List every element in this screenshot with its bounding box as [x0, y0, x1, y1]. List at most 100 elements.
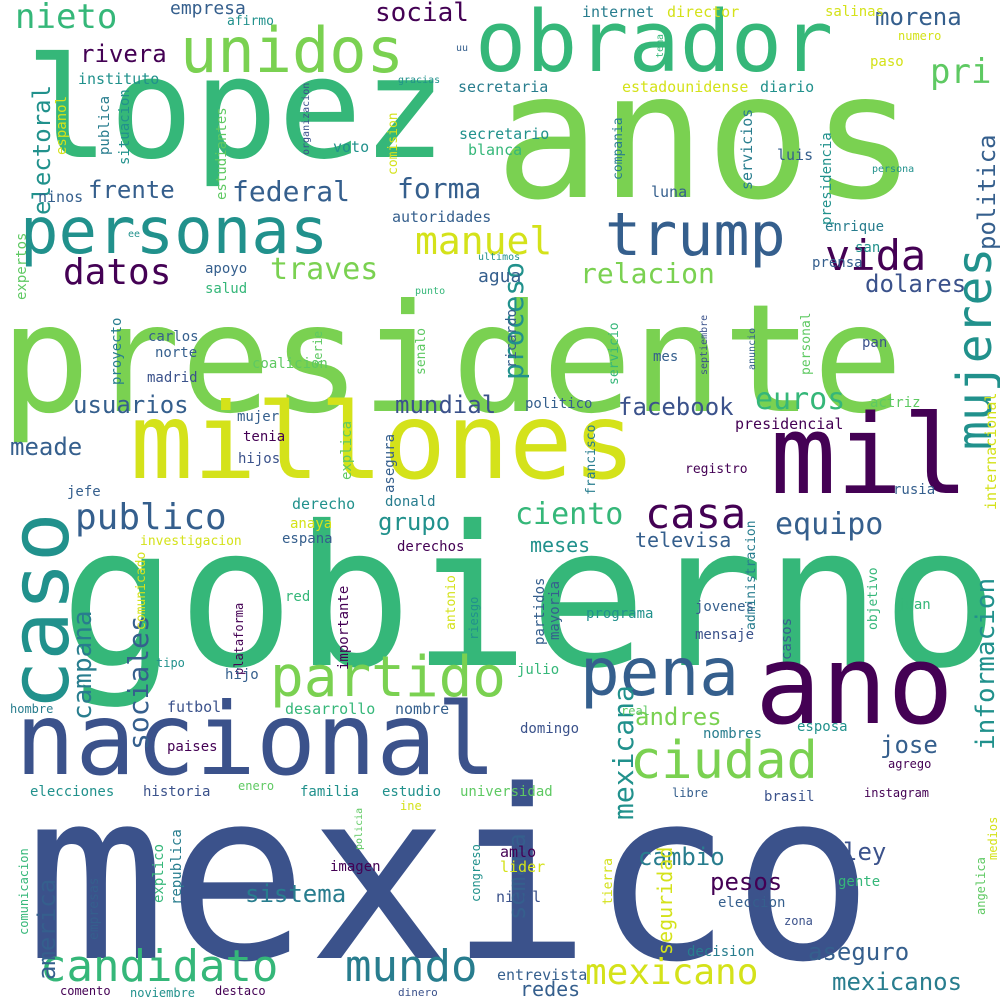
word-vida: vida	[825, 231, 927, 280]
word-blanca: blanca	[468, 141, 523, 159]
word-personas: personas	[20, 195, 329, 269]
word-comento: comento	[60, 984, 111, 998]
word-estudiantes: estudiantes	[214, 107, 230, 200]
word-agua: agua	[478, 266, 522, 287]
word-numero: numero	[898, 29, 942, 43]
word-mayoria: mayoria	[547, 580, 563, 640]
word-voto: voto	[333, 138, 370, 156]
word-apoyo: apoyo	[205, 261, 248, 277]
word-pri: pri	[930, 52, 992, 92]
word-espanol: espanol	[54, 95, 70, 155]
word-jose: jose	[880, 731, 938, 759]
word-coalicion: coalicion	[252, 356, 328, 372]
word-tema: tema	[655, 33, 666, 58]
word-san: san	[855, 240, 881, 256]
word-casa: casa	[645, 489, 747, 538]
word-persona: persona	[872, 164, 915, 175]
word-secretaria: secretaria	[458, 78, 549, 96]
word-empresas: empresas	[87, 877, 102, 940]
word-publica: publica	[97, 95, 113, 155]
word-norte: norte	[155, 345, 198, 361]
word-sociales: sociales	[122, 615, 155, 750]
word-dinero: dinero	[398, 986, 438, 999]
word-casos: casos	[779, 617, 795, 660]
word-carlos: carlos	[148, 329, 199, 345]
word-proyecto: proyecto	[109, 317, 125, 385]
word-trump: trump	[605, 200, 786, 270]
word-serie: serie	[311, 330, 325, 367]
word-ultimos: ultimos	[478, 252, 521, 263]
word-programa: programa	[586, 606, 654, 622]
word-anos: anos	[495, 36, 917, 239]
word-nacional: nacional	[15, 681, 497, 798]
word-rusia: rusia	[893, 482, 936, 498]
word-futbol: futbol	[167, 698, 222, 716]
word-real: real	[621, 704, 650, 718]
word-secretario: secretario	[459, 125, 550, 143]
word-comunicacion: comunicacion	[17, 848, 31, 935]
word-informacion: informacion	[971, 577, 1000, 750]
word-meses: meses	[530, 533, 591, 557]
word-explica: explica	[339, 420, 355, 480]
word-investigacion: investigacion	[140, 534, 242, 549]
word-riesgo: riesgo	[467, 596, 481, 640]
word-pesos: pesos	[710, 868, 783, 896]
word-enero: enero	[238, 779, 275, 793]
word-seguridad: seguridad	[653, 846, 677, 955]
word-situacion: situacion	[117, 89, 133, 165]
word-familia: familia	[300, 784, 360, 800]
word-partido: partido	[270, 645, 507, 710]
word-mexico: mexico	[25, 741, 874, 1000]
word-luna: luna	[651, 183, 688, 201]
word-desarrollo: desarrollo	[285, 700, 376, 718]
word-internacional: internacional	[982, 392, 1000, 510]
word-esposa: esposa	[797, 719, 848, 735]
word-pena: pena	[580, 634, 739, 711]
word-publico: publico	[75, 497, 227, 538]
word-instituto: instituto	[78, 70, 160, 88]
word-congreso: congreso	[469, 844, 483, 902]
word-entrevista: entrevista	[497, 966, 588, 984]
word-compania: compania	[611, 117, 626, 180]
word-medios: medios	[986, 816, 1000, 860]
word-equipo: equipo	[775, 507, 884, 542]
word-domingo: domingo	[520, 721, 580, 737]
word-mundial: mundial	[395, 391, 497, 419]
word-rivera: rivera	[80, 40, 167, 68]
word-zona: zona	[784, 914, 813, 928]
word-republica: republica	[169, 829, 185, 905]
word-salinas: salinas	[825, 4, 885, 20]
word-mexicanos: mexicanos	[832, 968, 963, 996]
word-punto: punto	[415, 286, 446, 297]
word-ciudad: ciudad	[630, 731, 818, 791]
word-social: social	[375, 0, 469, 28]
word-tierra: tierra	[601, 858, 616, 905]
word-brasil: brasil	[764, 789, 815, 805]
word-destaco: destaco	[215, 984, 266, 998]
word-ricardo: ricardo	[504, 308, 520, 368]
word-ano: ano	[755, 621, 954, 749]
word-septiembre: septiembre	[699, 314, 710, 375]
word-registro: registro	[685, 462, 748, 477]
word-universidad: universidad	[460, 784, 553, 800]
word-pan: pan	[862, 335, 888, 351]
word-ciento: ciento	[515, 497, 624, 532]
word-autoridades: autoridades	[392, 208, 492, 226]
word-lider: lider	[500, 858, 546, 876]
word-donald: donald	[385, 494, 436, 510]
word-gobierno: gobierno	[59, 484, 999, 711]
word-anuncio: anuncio	[747, 327, 758, 370]
word-francisco: francisco	[584, 424, 599, 495]
word-america: america	[33, 878, 61, 980]
word-policia: policia	[354, 807, 365, 850]
word-presidente: presidente	[0, 273, 904, 447]
word-director: director	[667, 3, 740, 21]
word-grupo: grupo	[378, 508, 451, 536]
word-mil: mil	[770, 391, 969, 519]
word-decision: decision	[687, 944, 755, 960]
word-ine: ine	[400, 799, 422, 813]
word-madrid: madrid	[147, 370, 198, 386]
word-diario: diario	[760, 78, 815, 96]
word-antonio: antonio	[444, 575, 459, 630]
